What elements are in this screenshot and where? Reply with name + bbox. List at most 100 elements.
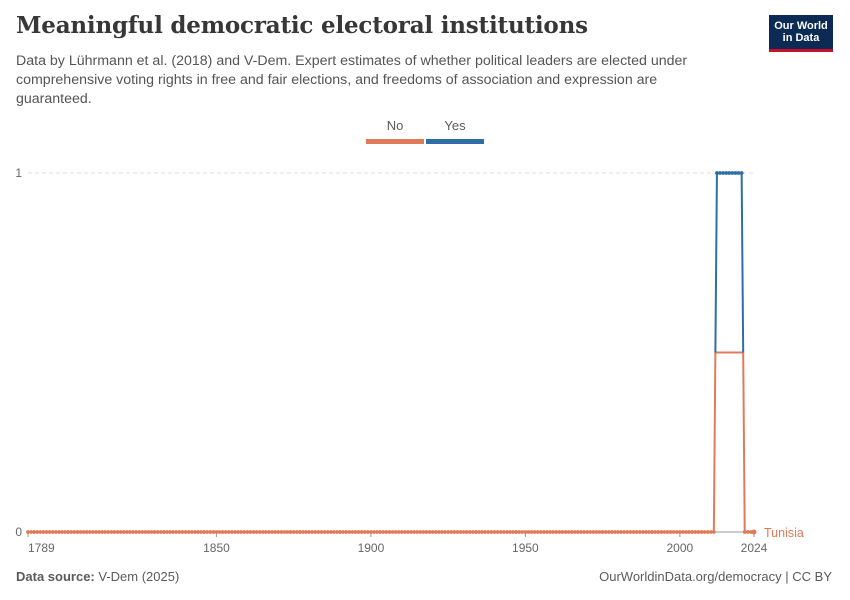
- data-point-no: [711, 530, 716, 534]
- data-point-yes: [730, 171, 735, 175]
- data-point-no: [103, 530, 108, 534]
- data-point-no: [26, 530, 30, 534]
- data-point-no: [436, 530, 441, 534]
- data-point-no: [572, 530, 577, 534]
- data-point-no: [94, 530, 98, 534]
- data-point-no: [233, 530, 237, 534]
- data-point-no: [579, 530, 583, 534]
- data-point-no: [350, 530, 355, 534]
- owid-logo[interactable]: Our World in Data: [769, 15, 833, 52]
- data-point-no: [631, 530, 636, 534]
- data-point-no: [134, 530, 139, 534]
- data-point-no: [199, 530, 203, 534]
- data-point-no: [325, 530, 330, 534]
- data-point-no: [659, 530, 664, 534]
- data-point-no: [492, 530, 497, 534]
- data-point-no: [260, 530, 265, 534]
- data-point-no: [705, 530, 710, 534]
- legend-swatch-yes: [426, 139, 484, 144]
- data-point-no: [313, 530, 318, 534]
- data-point-no: [421, 530, 426, 534]
- legend-item-no[interactable]: No: [366, 118, 424, 144]
- x-tick-label-1789: 1789: [28, 541, 55, 555]
- data-point-no: [353, 530, 358, 534]
- data-point-no: [390, 530, 395, 534]
- data-point-no: [375, 530, 379, 534]
- data-point-no: [87, 530, 92, 534]
- data-point-no: [81, 530, 86, 534]
- data-point-no: [310, 530, 315, 534]
- data-point-no: [412, 530, 417, 534]
- data-point-no: [443, 530, 447, 534]
- data-point-no: [693, 530, 698, 534]
- data-point-no: [245, 530, 250, 534]
- data-point-no: [745, 530, 750, 534]
- entity-label-tunisia: Tunisia: [764, 526, 804, 540]
- data-point-no: [288, 530, 293, 534]
- data-point-no: [498, 530, 503, 534]
- data-point-no: [208, 530, 213, 534]
- data-point-no: [542, 530, 546, 534]
- data-point-no: [165, 530, 169, 534]
- data-point-no: [486, 530, 491, 534]
- data-point-no: [526, 530, 531, 534]
- data-point-no: [220, 530, 225, 534]
- data-point-no: [548, 530, 553, 534]
- data-point-no: [628, 530, 633, 534]
- data-point-no: [483, 530, 488, 534]
- x-tick-label-1950: 1950: [512, 541, 539, 555]
- data-point-yes: [715, 171, 719, 175]
- data-point-no: [273, 530, 278, 534]
- data-point-no: [211, 530, 216, 534]
- data-point-no: [56, 530, 61, 534]
- data-point-no: [121, 530, 126, 534]
- data-point-no: [424, 530, 429, 534]
- data-point-no: [591, 530, 596, 534]
- legend-item-yes[interactable]: Yes: [426, 118, 484, 144]
- data-point-no: [97, 530, 101, 534]
- data-point-no: [38, 530, 43, 534]
- footer-link[interactable]: OurWorldinData.org/democracy | CC BY: [599, 569, 832, 584]
- data-point-no: [708, 530, 713, 534]
- data-point-no: [304, 530, 308, 534]
- data-point-no: [677, 530, 682, 534]
- data-point-no: [653, 530, 658, 534]
- data-point-no: [338, 530, 342, 534]
- data-point-no: [393, 530, 398, 534]
- data-point-no: [603, 530, 608, 534]
- logo-line-2: in Data: [782, 32, 820, 44]
- data-point-no: [560, 530, 565, 534]
- legend-swatch-no: [366, 139, 424, 144]
- data-point-no: [189, 530, 194, 534]
- data-point-no: [53, 530, 58, 534]
- series-line-no: [28, 351, 754, 533]
- data-point-no: [625, 530, 630, 534]
- data-point-no: [582, 530, 586, 534]
- data-point-no: [202, 530, 206, 534]
- data-point-no: [60, 530, 64, 534]
- data-point-no: [511, 530, 515, 534]
- data-point-no: [384, 530, 389, 534]
- data-point-no: [75, 530, 80, 534]
- data-point-yes: [727, 171, 732, 175]
- data-point-no: [430, 530, 435, 534]
- data-source-value[interactable]: V-Dem (2025): [98, 569, 180, 584]
- data-point-yes: [721, 171, 726, 175]
- data-point-no: [155, 530, 160, 534]
- data-point-no: [307, 530, 312, 534]
- data-point-no: [554, 530, 559, 534]
- data-point-no: [396, 530, 401, 534]
- data-point-no: [634, 530, 639, 534]
- data-point-no: [44, 530, 49, 534]
- data-point-no: [415, 530, 420, 534]
- data-point-no: [480, 530, 485, 534]
- data-point-no: [551, 530, 556, 534]
- data-point-no: [106, 530, 111, 534]
- y-tick-label-0: 0: [15, 525, 22, 539]
- data-point-no: [229, 530, 234, 534]
- data-point-no: [112, 530, 117, 534]
- data-point-no: [378, 530, 383, 534]
- data-point-no: [239, 530, 244, 534]
- data-point-no: [563, 530, 568, 534]
- x-tick-label-2024: 2024: [741, 541, 768, 555]
